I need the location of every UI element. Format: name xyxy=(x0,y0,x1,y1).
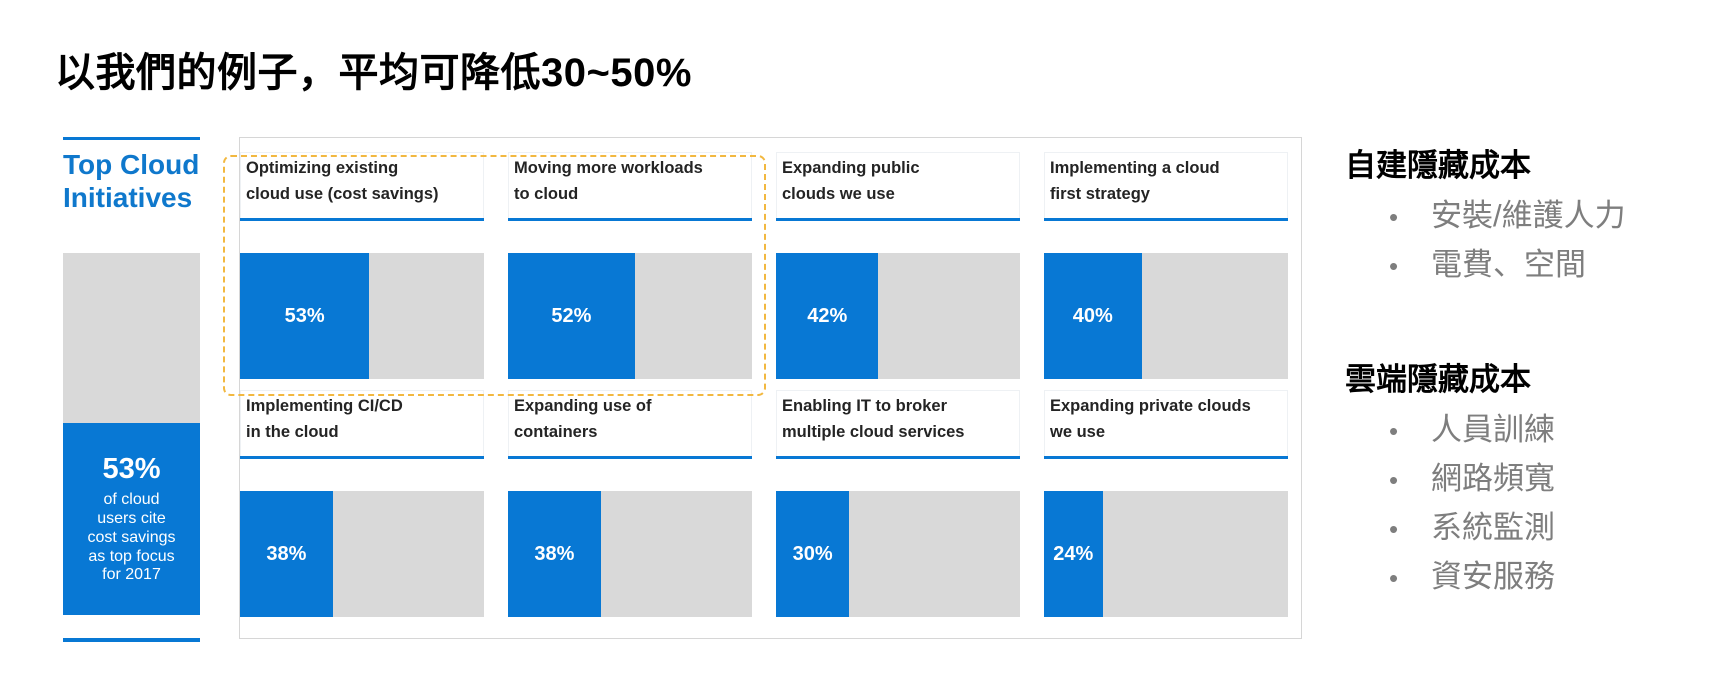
summary-bar-fill: 53% of cloud users cite cost savings as … xyxy=(63,423,200,615)
bullet-icon: • xyxy=(1389,202,1399,232)
accent-rule-bottom xyxy=(63,638,200,642)
bar-value: 30% xyxy=(792,542,833,565)
accent-rule-top xyxy=(63,137,200,140)
note-item-label: 資安服務 xyxy=(1431,559,1555,594)
list-item: • 網路頻寬 xyxy=(1345,455,1717,504)
bar-value: 40% xyxy=(1072,304,1113,327)
chart-title: Top Cloud Initiatives xyxy=(63,149,200,213)
tile-accent-rule xyxy=(508,218,752,221)
bar-value: 53% xyxy=(284,304,325,327)
bar-track: 40% xyxy=(1044,253,1288,379)
list-item: • 電費、空間 xyxy=(1345,241,1717,290)
note-item-label: 系統監測 xyxy=(1431,510,1555,545)
tile-label: Implementing CI/CD in the cloud xyxy=(240,390,484,456)
initiative-tile-1: Optimizing existing cloud use (cost savi… xyxy=(240,152,484,379)
bullet-icon: • xyxy=(1389,563,1399,593)
initiative-tile-6: Expanding use of containers 38% xyxy=(508,390,752,617)
tile-accent-rule xyxy=(508,456,752,459)
note-item-label: 人員訓練 xyxy=(1431,412,1555,447)
tile-accent-rule xyxy=(240,456,484,459)
tile-label: Expanding use of containers xyxy=(508,390,752,456)
bar-track: 52% xyxy=(508,253,752,379)
tile-label: Enabling IT to broker multiple cloud ser… xyxy=(776,390,1020,456)
bar-fill: 24% xyxy=(1044,491,1103,617)
note-section-onprem: 自建隱藏成本 • 安裝/維護人力 • 電費、空間 xyxy=(1345,146,1717,290)
initiative-tile-7: Enabling IT to broker multiple cloud ser… xyxy=(776,390,1020,617)
bar-value: 38% xyxy=(266,542,307,565)
bullet-icon: • xyxy=(1389,514,1399,544)
list-item: • 人員訓練 xyxy=(1345,406,1717,455)
bar-track: 53% xyxy=(240,253,484,379)
chart-panel: Optimizing existing cloud use (cost savi… xyxy=(239,137,1302,639)
summary-stat-caption: of cloud users cite cost savings as top … xyxy=(87,490,176,584)
bar-fill: 53% xyxy=(240,253,370,379)
initiative-tile-2: Moving more workloads to cloud 52% xyxy=(508,152,752,379)
bar-track: 30% xyxy=(776,491,1020,617)
bullet-icon: • xyxy=(1389,416,1399,446)
bar-fill: 42% xyxy=(776,253,879,379)
summary-bar-track: 53% of cloud users cite cost savings as … xyxy=(63,253,200,615)
note-heading: 雲端隱藏成本 xyxy=(1345,362,1531,397)
initiative-tile-4: Implementing a cloud first strategy 40% xyxy=(1044,152,1288,379)
note-section-cloud: 雲端隱藏成本 • 人員訓練 • 網路頻寬 • 系統監測 • 資安服務 xyxy=(1345,360,1717,602)
note-item-label: 網路頻寬 xyxy=(1431,461,1555,496)
bar-track: 24% xyxy=(1044,491,1288,617)
tile-accent-rule xyxy=(776,218,1020,221)
bar-value: 52% xyxy=(551,304,592,327)
bar-value: 24% xyxy=(1053,542,1094,565)
note-heading: 自建隱藏成本 xyxy=(1345,148,1531,183)
list-item: • 安裝/維護人力 xyxy=(1345,192,1717,241)
bar-fill: 40% xyxy=(1044,253,1142,379)
summary-sidebar: Top Cloud Initiatives 53% of cloud users… xyxy=(63,137,200,642)
tile-label: Optimizing existing cloud use (cost savi… xyxy=(240,152,484,218)
tile-label: Implementing a cloud first strategy xyxy=(1044,152,1288,218)
bullet-icon: • xyxy=(1389,251,1399,281)
cost-notes: 自建隱藏成本 • 安裝/維護人力 • 電費、空間 雲端隱藏成本 • 人員訓練 •… xyxy=(1345,146,1717,602)
bar-fill: 38% xyxy=(508,491,601,617)
bullet-icon: • xyxy=(1389,465,1399,495)
list-item: • 資安服務 xyxy=(1345,553,1717,602)
bar-fill: 38% xyxy=(240,491,333,617)
bar-value: 42% xyxy=(807,304,848,327)
note-list: • 人員訓練 • 網路頻寬 • 系統監測 • 資安服務 xyxy=(1345,406,1717,602)
tile-accent-rule xyxy=(776,456,1020,459)
tile-accent-rule xyxy=(240,218,484,221)
initiative-tile-8: Expanding private clouds we use 24% xyxy=(1044,390,1288,617)
bar-track: 38% xyxy=(508,491,752,617)
tile-accent-rule xyxy=(1044,456,1288,459)
bar-track: 38% xyxy=(240,491,484,617)
note-item-label: 安裝/維護人力 xyxy=(1431,198,1626,233)
tile-label: Expanding private clouds we use xyxy=(1044,390,1288,456)
note-list: • 安裝/維護人力 • 電費、空間 xyxy=(1345,192,1717,290)
note-item-label: 電費、空間 xyxy=(1431,247,1586,282)
bar-value: 38% xyxy=(534,542,575,565)
bar-fill: 52% xyxy=(508,253,635,379)
list-item: • 系統監測 xyxy=(1345,504,1717,553)
initiative-tile-5: Implementing CI/CD in the cloud 38% xyxy=(240,390,484,617)
bar-fill: 30% xyxy=(776,491,850,617)
page-title: 以我們的例子，平均可降低30~50% xyxy=(55,51,692,95)
summary-stat-value: 53% xyxy=(102,452,161,485)
initiative-tile-3: Expanding public clouds we use 42% xyxy=(776,152,1020,379)
tile-label: Moving more workloads to cloud xyxy=(508,152,752,218)
tile-label: Expanding public clouds we use xyxy=(776,152,1020,218)
bar-track: 42% xyxy=(776,253,1020,379)
tile-accent-rule xyxy=(1044,218,1288,221)
